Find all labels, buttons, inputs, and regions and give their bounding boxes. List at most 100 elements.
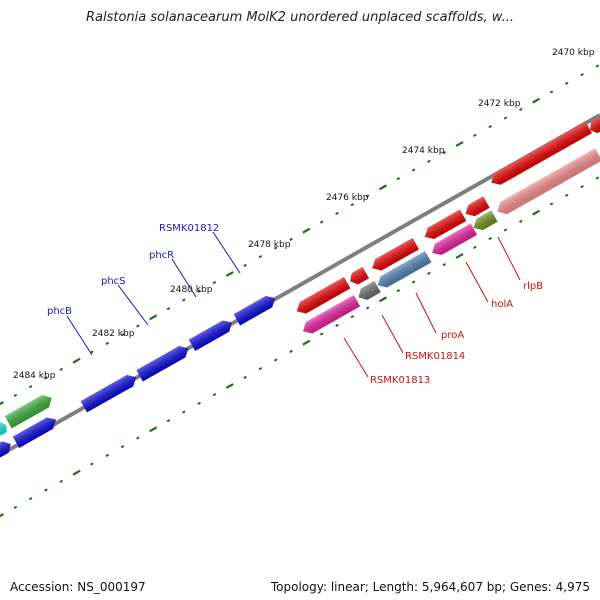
scale-tick [442,151,447,155]
scale-tick [243,263,247,267]
topology-text: Topology: linear; Length: 5,964,607 bp; … [270,580,590,594]
scale-tick [396,289,401,293]
gene-label-phcs[interactable]: phcS [101,276,126,287]
gene-red-mid[interactable] [422,209,467,243]
gene-phcs[interactable] [136,343,191,382]
gene-red-long[interactable] [488,121,592,188]
scale-tick [473,245,477,249]
scale-tick [136,436,140,440]
scale-tick [166,419,171,423]
gene-rsmk01814-shade [358,280,381,300]
scale-tick [182,298,186,302]
gene-label-rsmk01812[interactable]: RSMK01812 [159,223,219,234]
gene-rlpb[interactable] [494,148,600,217]
gene-phcb[interactable] [80,372,140,413]
scale-tick [166,307,171,311]
gene-phcb-shade [80,375,137,413]
scale-tick [564,193,569,197]
scale-tick [503,228,508,232]
gene-rsmk01814[interactable] [355,280,381,303]
scale-tick [365,194,370,198]
scale-tick [182,410,186,414]
gene-rsmk01813[interactable] [300,295,361,337]
gene-olive-shade [473,210,498,231]
gene-red-c[interactable] [347,266,370,287]
scale-tick [350,315,355,319]
gene-features [0,116,600,460]
gene-red-d[interactable] [294,277,351,317]
gene-cyan[interactable] [0,420,9,436]
gene-rlpb-shade [497,148,600,215]
accession-text: Accession: NS_000197 [10,580,146,594]
scale-tick [225,271,234,277]
scale-ticks-upper [0,64,600,406]
gene-label-phcr[interactable]: phcR [149,250,174,261]
scale-label-2484: 2484 kbp [13,371,56,381]
scale-tick [120,333,125,337]
gene-label-proa[interactable]: proA [441,330,464,341]
gene-red-small[interactable] [462,196,490,219]
scale-tick [59,367,64,371]
scale-tick [289,237,293,241]
gene-label-hola[interactable]: holA [491,299,513,310]
scale-tick [13,505,18,509]
map-title: Ralstonia solanacearum MolK2 unordered u… [85,10,514,25]
gene-red-d-shade [296,277,351,314]
scale-tick [411,168,416,172]
scale-tick [273,246,278,250]
lower-label-leaders [343,236,521,378]
gene-phcr[interactable] [188,317,235,351]
gene-blue-edge[interactable] [0,438,14,460]
scale-tick [120,445,125,449]
scale-tick [13,393,18,397]
gene-rsmk01812-shade [233,295,276,326]
scale-tick [273,358,278,362]
gene-red-long-shade [491,121,592,185]
scale-label-2470: 2470 kbp [552,48,595,58]
scale-label-2478: 2478 kbp [248,240,291,250]
scale-tick [503,116,508,120]
gene-red-c-shade [350,266,370,285]
scale-tick [72,357,81,364]
gene-label-rlpb[interactable]: rlpB [523,281,543,292]
scale-tick [580,185,584,189]
gene-blue-left[interactable] [12,414,59,448]
gene-red-b[interactable] [369,238,419,274]
scale-tick [90,462,94,466]
scale-tick [455,141,464,147]
gene-phcr-shade [188,320,233,351]
scale-tick [44,376,48,380]
scale-tick [488,237,492,241]
scale-tick [28,497,33,501]
scale-tick [350,203,355,207]
gene-hola[interactable] [429,223,478,259]
scale-tick [258,367,263,371]
scale-tick [532,209,541,216]
scale-tick [335,211,339,215]
scale-tick [427,271,431,275]
scale-tick [149,314,158,321]
gene-proa[interactable] [375,251,432,291]
scale-label-2474: 2474 kbp [402,146,445,156]
gene-label-rsmk01813[interactable]: RSMK01813 [370,375,430,386]
gene-rsmk01812[interactable] [233,293,279,326]
scale-tick [302,339,311,346]
gene-olive[interactable] [470,210,498,233]
scale-tick [532,97,541,104]
scale-tick [564,81,569,85]
scale-tick [225,383,234,389]
scale-tick [44,488,48,492]
scale-tick [442,263,447,267]
scale-label-2482: 2482 kbp [92,329,135,339]
scale-tick [396,177,401,181]
gene-green[interactable] [4,392,55,429]
scale-tick [519,107,523,111]
scale-tick [136,324,140,328]
gene-hola-shade [432,223,478,256]
gene-label-phcb[interactable]: phcB [47,306,72,317]
gene-label-rsmk01814[interactable]: RSMK01814 [405,351,465,362]
scale-tick [28,385,33,389]
gene-red-edge[interactable] [587,116,600,135]
scale-tick [105,453,110,457]
